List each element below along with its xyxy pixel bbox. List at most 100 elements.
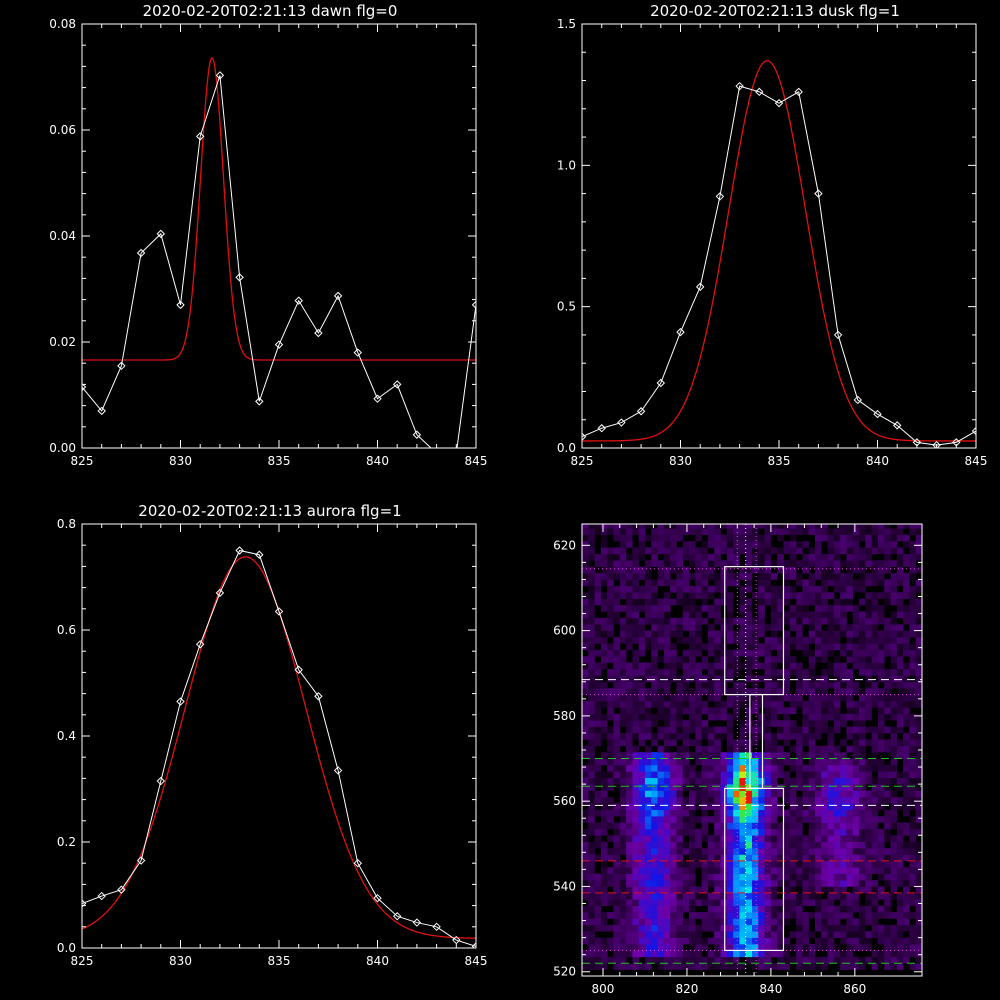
spectrogram-cell: [588, 630, 595, 638]
spectrogram-cell: [814, 675, 822, 683]
spectrogram-cell: [789, 624, 797, 631]
spectrogram-cell: [720, 918, 728, 926]
spectrogram-cell: [865, 547, 872, 555]
spectrogram-cell: [733, 700, 740, 708]
spectrogram-cell: [632, 700, 639, 708]
spectrogram-cell: [770, 931, 778, 938]
spectrogram-cell: [676, 681, 684, 689]
spectrogram-cell: [758, 764, 765, 772]
spectrogram-cell: [714, 905, 721, 913]
spectrogram-cell: [770, 944, 778, 951]
spectrogram-cell: [626, 643, 633, 651]
spectrogram-cell: [682, 924, 690, 932]
spectrogram-cell: [651, 739, 658, 747]
spectrogram-cell: [821, 963, 828, 970]
spectrogram-cell: [619, 656, 627, 663]
spectrogram-cell: [859, 720, 866, 727]
spectrogram-cell: [789, 835, 797, 842]
spectrogram-cell: [758, 899, 765, 906]
spectrogram-cell: [859, 809, 866, 817]
spectrogram-cell: [644, 732, 652, 740]
spectrogram-cell: [752, 796, 759, 804]
aurora-data-point: [392, 911, 402, 921]
spectrogram-cell: [638, 668, 646, 676]
spectrogram-cell: [588, 662, 595, 670]
spectrogram-cell: [689, 784, 696, 791]
spectrogram-cell: [632, 963, 639, 970]
spectrogram-cell: [701, 867, 709, 874]
spectrogram-cell: [739, 541, 747, 548]
spectrogram-cell: [745, 822, 753, 830]
spectrogram-cell: [865, 803, 872, 810]
spectrogram-cell: [764, 739, 772, 747]
spectrogram-cell: [758, 553, 765, 561]
spectrogram-cell: [676, 841, 684, 849]
spectrogram-cell: [582, 860, 589, 868]
spectrogram-cell: [808, 739, 816, 747]
spectrogram-cell: [890, 809, 898, 817]
spectrogram-cell: [632, 854, 639, 862]
spectrogram-cell: [582, 681, 589, 689]
aurora-data-point: [156, 776, 166, 786]
spectrogram-cell: [796, 752, 803, 759]
spectrogram-cell: [663, 598, 671, 606]
spectrogram-cell: [833, 656, 841, 663]
spectrogram-cell: [833, 880, 841, 887]
spectrogram-cell: [865, 912, 872, 919]
spectrogram-cell: [877, 700, 885, 708]
spectrogram-cell: [626, 886, 633, 894]
dusk-gaussian-fit-line: [582, 60, 976, 442]
spectrogram-cell: [852, 720, 860, 727]
spectrogram-cell: [903, 700, 910, 708]
spectrogram-cell: [770, 637, 778, 644]
spectrogram-cell: [663, 822, 671, 830]
spectrogram-cell: [783, 758, 791, 766]
spectrogram-cell: [739, 848, 747, 855]
spectrogram-cell: [720, 860, 728, 868]
spectrogram-cell: [796, 547, 803, 555]
spectrogram-cell: [840, 924, 847, 932]
spectrogram-cell: [814, 707, 822, 715]
spectrogram-cell: [745, 803, 753, 810]
spectrogram-cell: [582, 937, 589, 945]
aurora-data-point: [274, 607, 284, 616]
spectrogram-cell: [644, 931, 652, 938]
spectrogram-cell: [632, 726, 639, 734]
spectrogram-cell: [896, 848, 904, 855]
spectrogram-cell: [588, 649, 595, 657]
spectrogram-cell: [859, 886, 866, 894]
spectrogram-cell: [814, 745, 822, 753]
spectrogram-cell: [676, 560, 684, 567]
spectrogram-cell: [720, 637, 728, 644]
spectrogram-cell: [714, 892, 721, 900]
spectrogram-cell: [783, 790, 791, 798]
spectrogram-cell: [582, 841, 589, 849]
spectrogram-cell: [745, 585, 753, 593]
spectrogram-cell: [657, 611, 665, 619]
spectrogram-cell: [764, 784, 772, 791]
spectrogram-cell: [594, 732, 602, 740]
spectrogram-cell: [689, 854, 696, 862]
spectrogram-cell: [833, 700, 841, 708]
spectrogram-cell: [808, 963, 816, 970]
dawn-ytick-label: 0.04: [49, 229, 76, 243]
spectrogram-cell: [638, 732, 646, 740]
spectrogram-cell: [796, 675, 803, 683]
spectrogram-cell: [739, 950, 747, 958]
spectrogram-cell: [758, 579, 765, 587]
spectrogram-cell: [909, 624, 917, 631]
spectrogram-cell: [915, 867, 922, 874]
spectrogram-cell: [833, 873, 841, 881]
spectrogram-cell: [909, 758, 917, 766]
spectrogram-cell: [739, 860, 747, 868]
spectrogram-cell: [770, 937, 778, 945]
spectrogram-cell: [607, 854, 614, 862]
spectrogram-cell: [865, 681, 872, 689]
spectrogram-cell: [739, 617, 747, 625]
spectrogram-cell: [582, 956, 589, 964]
spectrogram-cell: [588, 880, 595, 887]
spectrogram-cell: [582, 675, 589, 683]
spectrogram-cell: [733, 880, 740, 887]
spectrogram-cell: [613, 611, 621, 619]
spectrogram-cell: [896, 566, 904, 574]
